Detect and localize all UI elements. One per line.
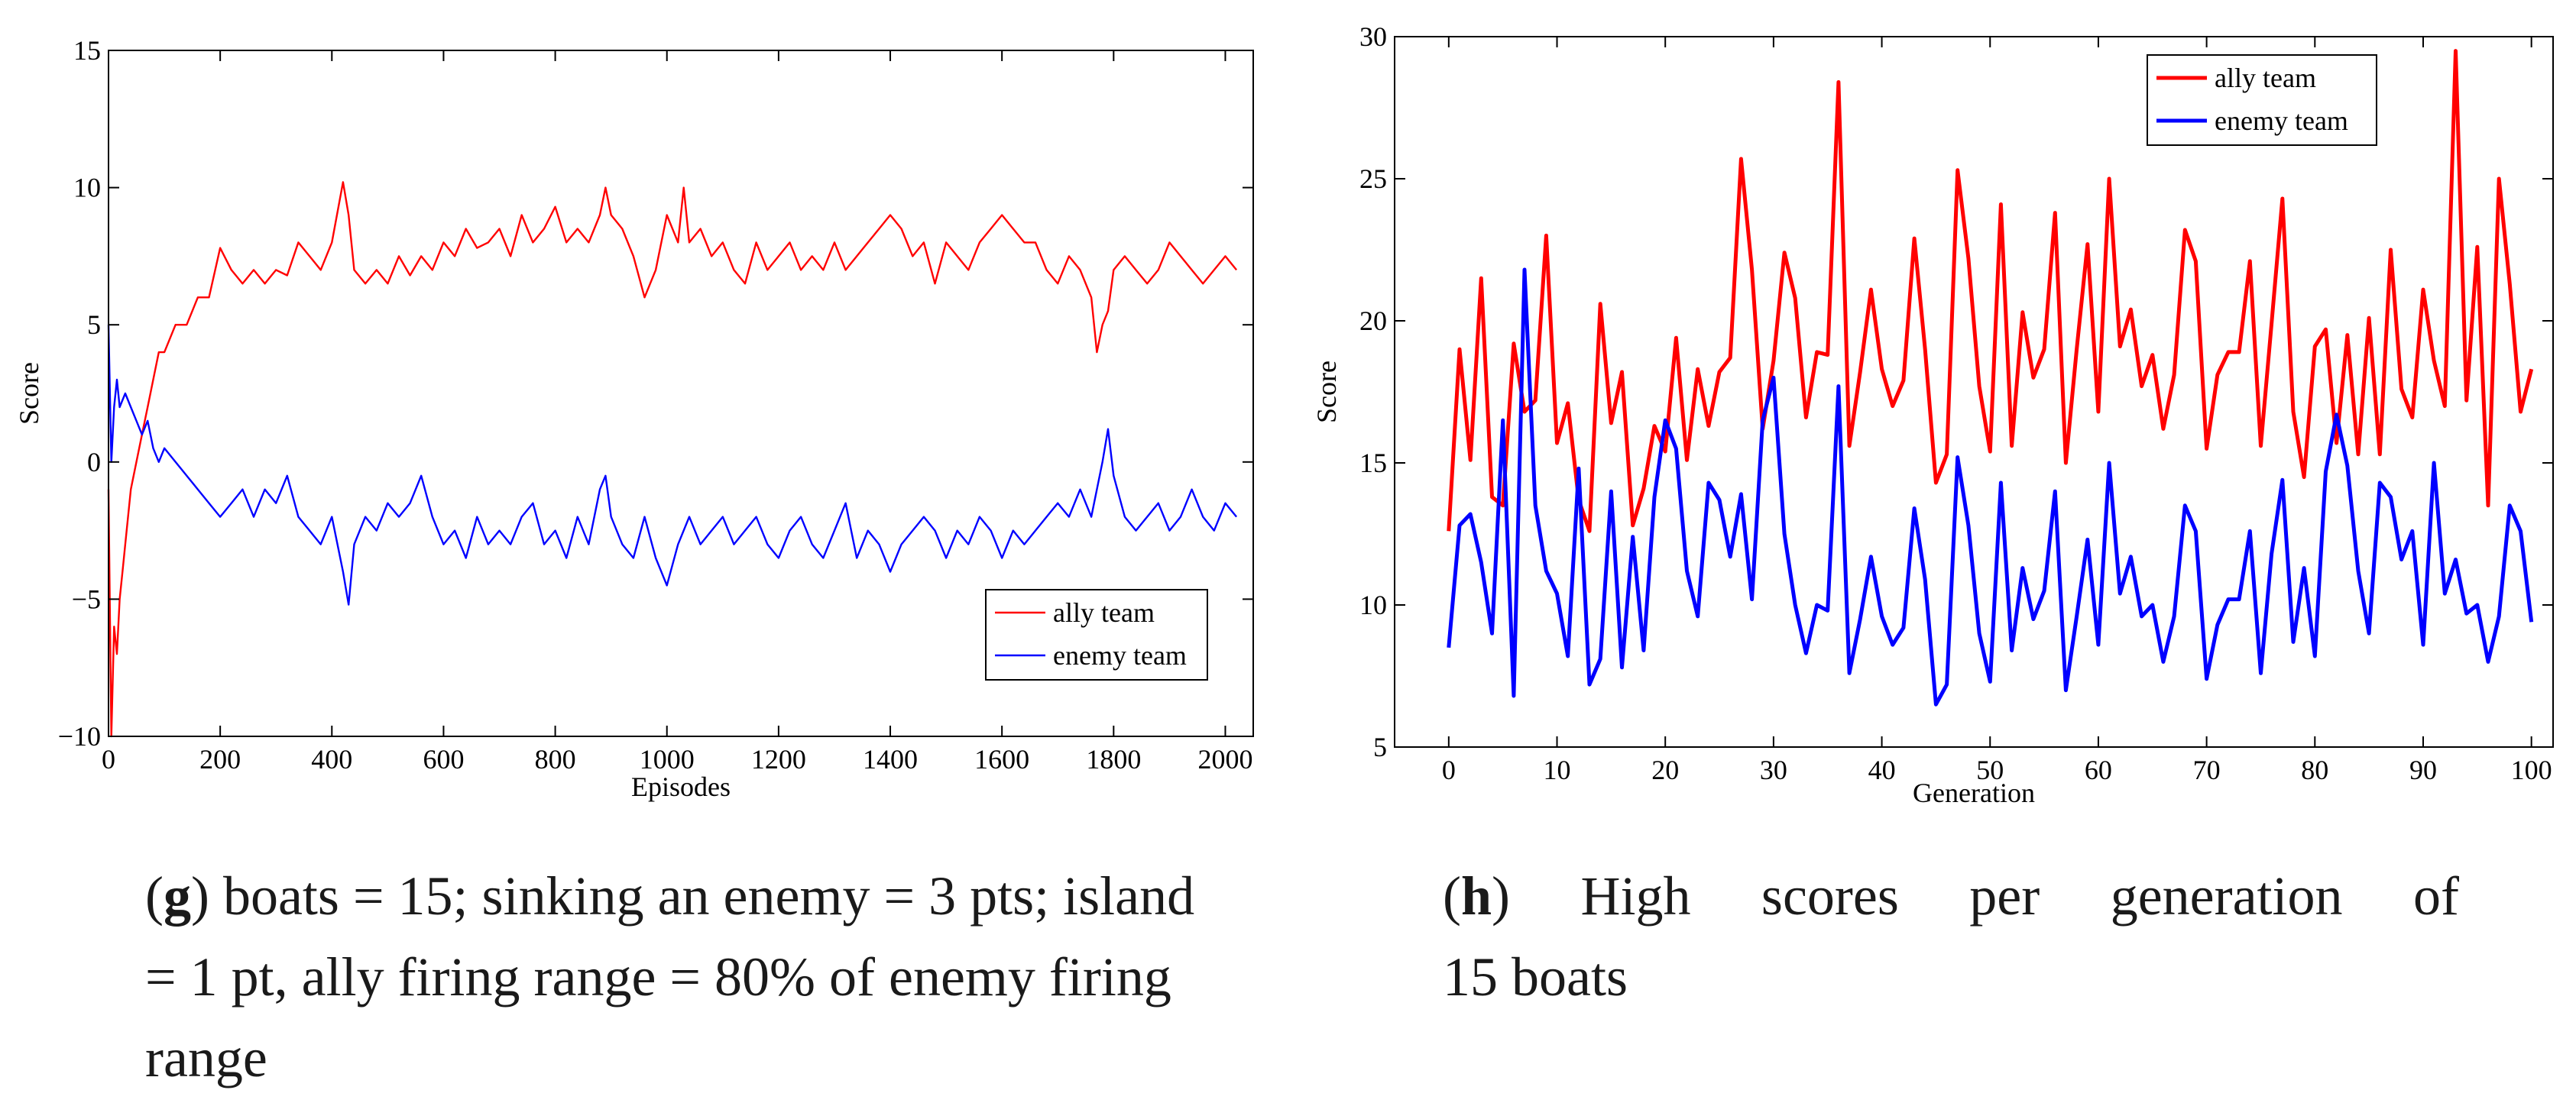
- x-tick-label: 70: [2193, 755, 2221, 785]
- y-tick-label: 10: [1359, 590, 1387, 620]
- caption-g: (g) boats = 15; sinking an enemy = 3 pts…: [145, 865, 1195, 1088]
- y-tick-label: 15: [1359, 448, 1387, 478]
- y-tick-label: −5: [72, 584, 101, 614]
- x-tick-label: 1800: [1086, 744, 1141, 775]
- x-tick-label: 800: [535, 744, 576, 775]
- y-axis-label: Score: [14, 362, 44, 425]
- y-tick-label: 0: [87, 447, 101, 477]
- x-tick-label: 600: [423, 744, 464, 775]
- legend-label-ally: ally team: [2215, 63, 2316, 93]
- y-tick-label: 15: [73, 35, 101, 66]
- x-tick-label: 400: [311, 744, 352, 775]
- series-line-enemy: [107, 325, 1238, 606]
- x-tick-label: 2000: [1197, 744, 1252, 775]
- legend-label-enemy: enemy team: [2215, 105, 2348, 136]
- y-tick-label: 20: [1359, 306, 1387, 336]
- x-tick-label: 80: [2301, 755, 2328, 785]
- plot-frame: [1394, 36, 2554, 748]
- x-tick-label: 50: [1976, 755, 2004, 785]
- x-axis-label: Episodes: [631, 771, 731, 802]
- caption-g-text: boats = 15; sinking an enemy = 3 pts; is…: [145, 865, 1195, 1088]
- y-tick-label: 10: [73, 173, 101, 203]
- caption-g-letter: g: [163, 865, 191, 927]
- y-tick-label: 5: [1373, 732, 1387, 762]
- x-tick-label: 1400: [863, 744, 918, 775]
- legend-label-enemy: enemy team: [1053, 640, 1187, 671]
- chart-generation-high-scores: 0 10 20 30 40 50 60 70 80 90 100 5 10 15 20 25 30 Generat…: [1311, 21, 2554, 808]
- x-tick-label: 200: [199, 744, 241, 775]
- x-tick-label: 0: [102, 744, 115, 775]
- y-axis-label: Score: [1311, 361, 1342, 423]
- x-tick-label: 1600: [974, 744, 1029, 775]
- x-tick-label: 30: [1760, 755, 1787, 785]
- legend: ally team enemy team: [2147, 54, 2377, 146]
- y-tick-label: 5: [87, 309, 101, 340]
- x-tick-label: 90: [2409, 755, 2437, 785]
- x-axis-label: Generation: [1913, 778, 2035, 808]
- legend-box: [2147, 54, 2377, 146]
- legend-box: [985, 589, 1208, 681]
- y-tick-label: −10: [58, 721, 101, 752]
- caption-h-line2: 15 boats: [1443, 946, 1628, 1008]
- caption-h-line1: High scores per generation of: [1580, 865, 2459, 927]
- chart-episodes-score: 0 200 400 600 800 1000 1200 1400 1600 1800 2000 −10…: [14, 35, 1254, 802]
- caption-h: (h) High scores per generation of 15 boat…: [1443, 865, 2459, 1008]
- caption-h-letter: h: [1460, 865, 1492, 927]
- series-line-enemy: [1447, 267, 2534, 707]
- series-line-ally: [107, 181, 1238, 738]
- series-line-ally: [1447, 49, 2534, 533]
- y-tick-label: 30: [1359, 21, 1387, 52]
- x-tick-label: 60: [2085, 755, 2112, 785]
- x-tick-label: 100: [2511, 755, 2552, 785]
- legend: ally team enemy team: [985, 589, 1208, 681]
- x-tick-label: 1200: [751, 744, 806, 775]
- x-tick-label: 40: [1868, 755, 1896, 785]
- x-tick-label: 20: [1651, 755, 1679, 785]
- x-tick-label: 0: [1442, 755, 1456, 785]
- plot-frame: [108, 50, 1254, 737]
- x-tick-label: 1000: [640, 744, 695, 775]
- legend-label-ally: ally team: [1053, 597, 1155, 628]
- y-tick-label: 25: [1359, 163, 1387, 194]
- x-tick-label: 10: [1544, 755, 1571, 785]
